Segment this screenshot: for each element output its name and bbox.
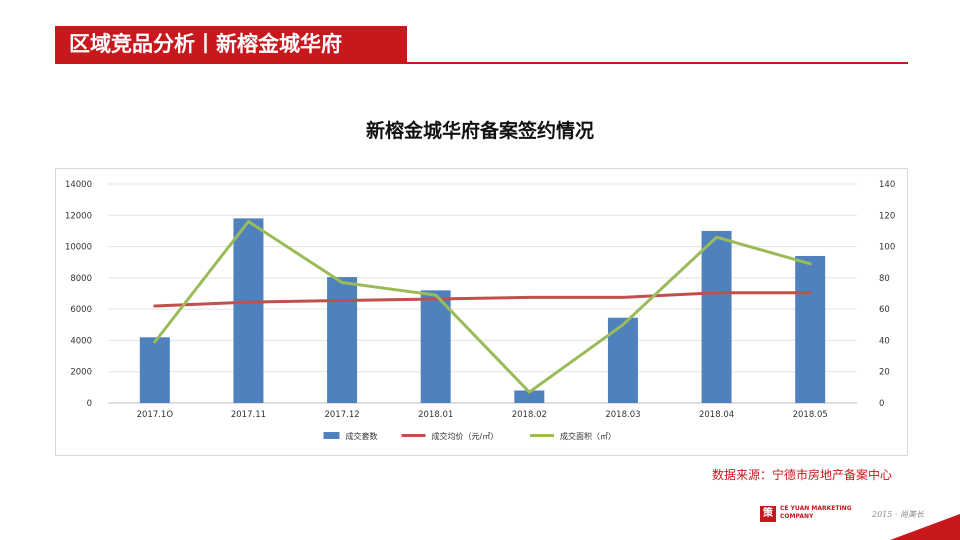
header-title-bar: 区域竞品分析丨新榕金城华府 <box>55 26 407 62</box>
y-axis-tick-label: 4000 <box>70 336 92 346</box>
series-line-0 <box>153 291 812 308</box>
y-axis-tick-label: 14000 <box>65 180 92 190</box>
x-axis-tick-label: 2017.12 <box>324 410 359 420</box>
header-divider <box>55 62 908 64</box>
y2-axis-tick-label: 120 <box>879 211 895 221</box>
x-axis-tick-label: 2018.04 <box>699 410 734 420</box>
y2-axis-tick-label: 60 <box>879 305 890 315</box>
legend-label: 成交面积（㎡） <box>560 431 616 441</box>
corner-decoration <box>890 514 960 540</box>
logo-mark-icon: 策 <box>760 506 776 522</box>
legend-label: 成交均价（元/㎡） <box>432 431 499 441</box>
bar-1 <box>233 218 264 403</box>
chart-container: 0 2000 4000 6000 8000 10000 12000 14000 0 20 40 60 8… <box>55 168 908 456</box>
y2-axis-tick-label: 40 <box>879 336 890 346</box>
y-axis-tick-label: 8000 <box>70 274 92 284</box>
y-axis-tick-label: 2000 <box>70 368 92 378</box>
y-axis-tick-label: 0 <box>87 399 92 409</box>
x-axis-tick-label: 2018.02 <box>512 410 547 420</box>
y2-axis-tick-label: 80 <box>879 274 890 284</box>
data-source-note: 数据来源：宁德市房地产备案中心 <box>711 468 892 482</box>
legend-swatch-0 <box>323 432 340 439</box>
logo-company-name: CE YUAN MARKETING COMPANY <box>780 505 852 520</box>
x-axis-tick-label: 2017.11 <box>231 410 266 420</box>
x-axis-tick-label: 2018.05 <box>793 410 828 420</box>
bar-7 <box>795 255 826 403</box>
y-axis-tick-label: 12000 <box>65 211 92 221</box>
bar-3 <box>420 290 451 403</box>
y2-axis-tick-label: 20 <box>879 368 890 378</box>
combo-chart: 0 2000 4000 6000 8000 10000 12000 14000 0 20 40 60 8… <box>65 180 895 441</box>
bar-6 <box>701 230 732 403</box>
x-axis-tick-label: 2018.03 <box>605 410 640 420</box>
y2-axis-tick-label: 100 <box>879 243 895 253</box>
y2-axis-tick-label: 140 <box>879 180 895 190</box>
legend-label: 成交套数 <box>346 431 378 441</box>
bar-4 <box>514 390 545 403</box>
chart-title: 新榕金城华府备案签约情况 <box>365 120 594 142</box>
y-axis-tick-label: 6000 <box>70 305 92 315</box>
x-axis-tick-label: 2017.1O <box>137 410 174 420</box>
header-title: 区域竞品分析丨新榕金城华府 <box>69 32 342 56</box>
bar-0 <box>139 337 170 403</box>
x-axis-tick-label: 2018.01 <box>418 410 453 420</box>
y-axis-tick-label: 10000 <box>65 243 92 253</box>
bar-2 <box>327 277 358 403</box>
y2-axis-tick-label: 0 <box>879 399 884 409</box>
series-line-1 <box>153 220 812 394</box>
